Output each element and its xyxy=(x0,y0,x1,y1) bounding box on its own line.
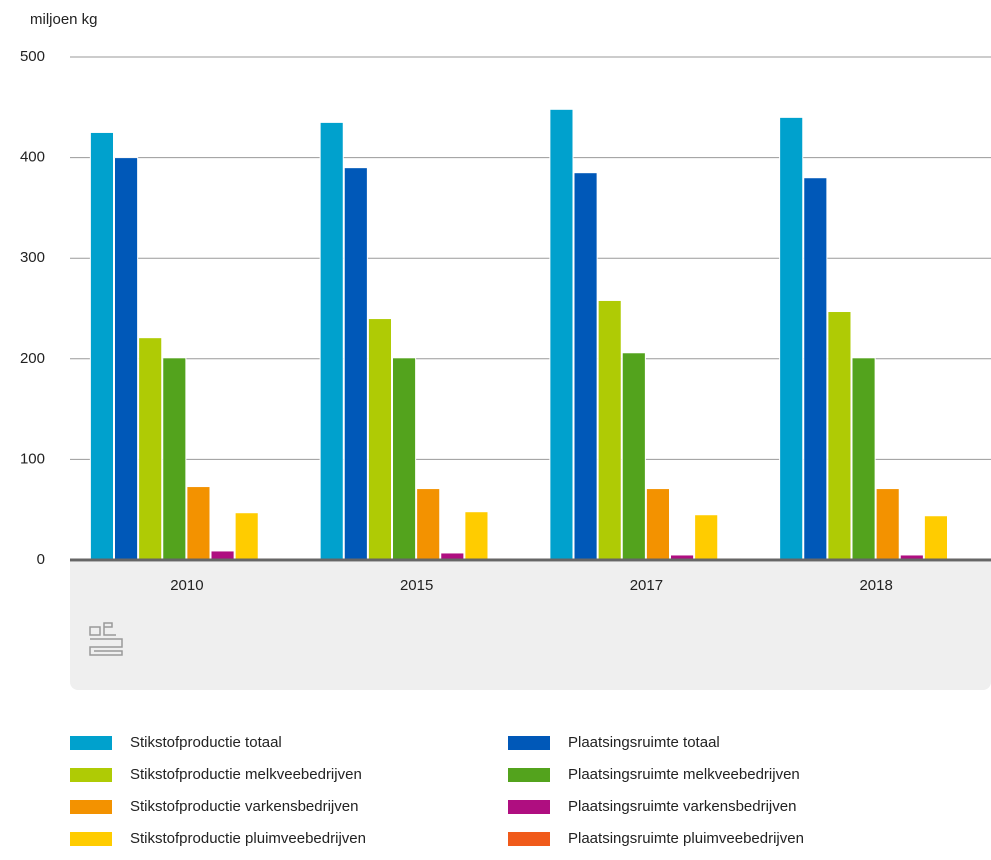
legend-label: Stikstofproductie varkensbedrijven xyxy=(130,798,358,815)
bar xyxy=(803,177,828,561)
x-tick-label: 2017 xyxy=(630,577,663,594)
y-axis-label: miljoen kg xyxy=(30,11,98,28)
legend-label: Plaatsingsruimte melkveebedrijven xyxy=(568,766,800,783)
x-tick-label: 2015 xyxy=(400,577,433,594)
bar xyxy=(138,337,163,561)
legend-swatch xyxy=(508,800,550,814)
bar xyxy=(186,486,211,561)
legend-label: Plaatsingsruimte totaal xyxy=(568,734,720,751)
category-panel xyxy=(70,562,991,690)
x-tick-label: 2018 xyxy=(859,577,892,594)
y-tick-label: 0 xyxy=(37,551,45,568)
bar xyxy=(875,488,900,561)
bar xyxy=(367,318,393,561)
y-tick-label: 400 xyxy=(20,149,45,166)
legend-label: Stikstofproductie melkveebedrijven xyxy=(130,766,362,783)
bar xyxy=(923,515,948,561)
bar xyxy=(621,352,646,561)
bar xyxy=(162,357,187,561)
legend-swatch xyxy=(70,768,112,782)
y-tick-label: 500 xyxy=(20,48,45,65)
x-tick-label: 2010 xyxy=(170,577,203,594)
category-panel-top xyxy=(70,562,991,574)
bar xyxy=(827,311,852,561)
legend-swatch xyxy=(70,736,112,750)
legend-label: Plaatsingsruimte varkensbedrijven xyxy=(568,798,796,815)
bar xyxy=(779,116,804,561)
legend-swatch xyxy=(70,800,112,814)
bar xyxy=(464,511,489,561)
legend-swatch xyxy=(508,768,550,782)
logo-path xyxy=(89,622,123,656)
bar xyxy=(549,108,574,561)
bar xyxy=(851,357,876,561)
bar xyxy=(392,357,417,561)
logo xyxy=(89,622,123,656)
legend-swatch xyxy=(70,832,112,846)
bar xyxy=(89,131,115,561)
legend-swatch xyxy=(508,736,550,750)
bar xyxy=(597,299,622,561)
bar xyxy=(319,121,344,561)
bar xyxy=(234,512,259,561)
legend-swatch xyxy=(508,832,550,846)
bar xyxy=(343,167,368,561)
bar xyxy=(694,514,719,561)
legend-label: Plaatsingsruimte pluimveebedrijven xyxy=(568,830,804,847)
y-tick-label: 100 xyxy=(20,450,45,467)
y-tick-label: 200 xyxy=(20,350,45,367)
legend-label: Stikstofproductie totaal xyxy=(130,734,282,751)
bar xyxy=(114,157,139,561)
bar xyxy=(573,172,598,561)
y-tick-label: 300 xyxy=(20,249,45,266)
legend-label: Stikstofproductie pluimveebedrijven xyxy=(130,830,366,847)
bar xyxy=(416,488,441,561)
bar xyxy=(645,488,670,561)
